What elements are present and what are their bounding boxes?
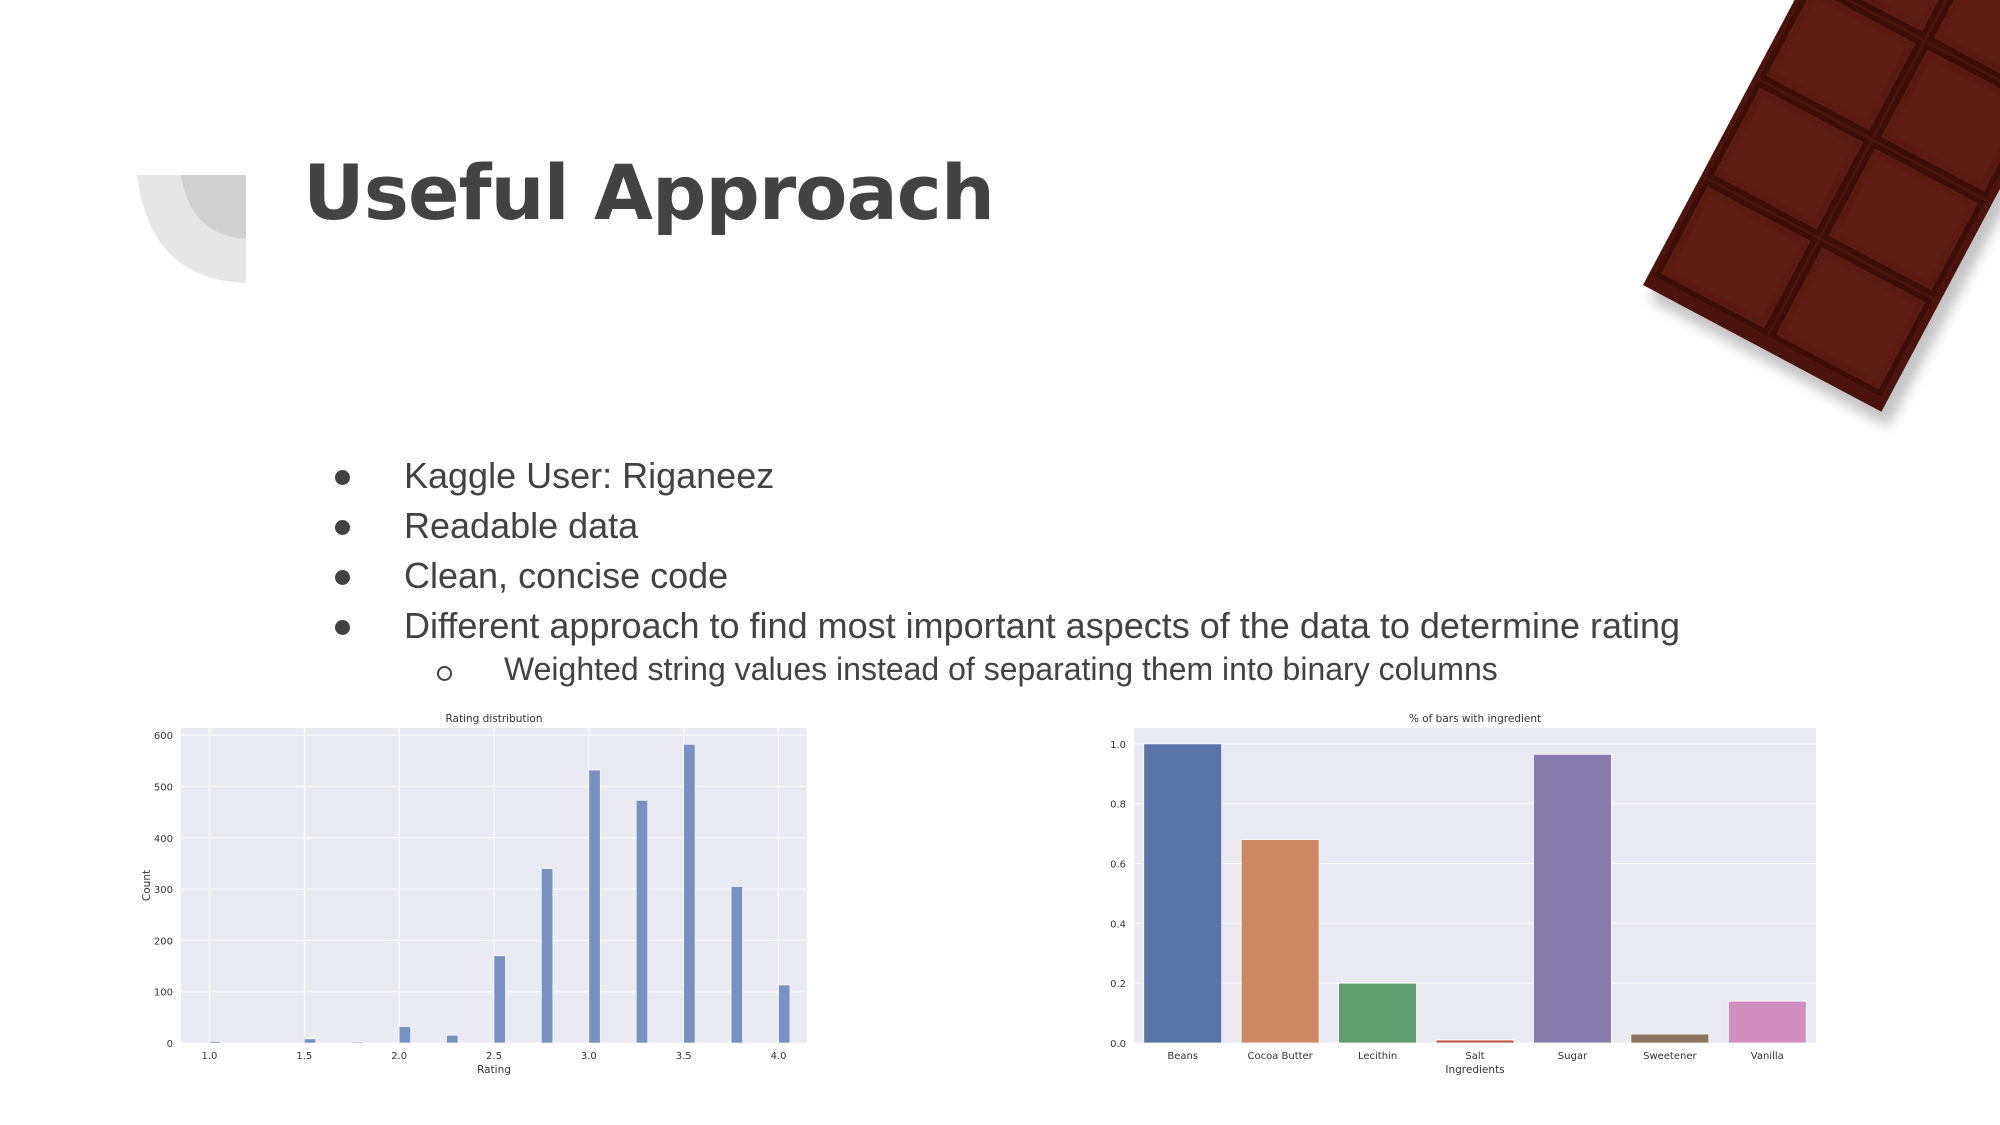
chocolate-square-top <box>1723 97 1854 220</box>
y-tick-label: 0.6 <box>1110 860 1126 871</box>
bullet-icon <box>335 620 350 635</box>
y-tick-label: 0.4 <box>1110 919 1126 930</box>
y-tick-label: 300 <box>154 885 173 896</box>
plot-area <box>1134 728 1816 1043</box>
chocolate-square-top <box>1776 0 1906 121</box>
ingredient-bar <box>1630 1033 1710 1044</box>
x-tick-label: Vanilla <box>1751 1051 1784 1062</box>
ingredient-bar <box>1435 1039 1515 1044</box>
ingredient-bar <box>1727 1000 1807 1044</box>
x-tick-label: Cocoa Butter <box>1247 1051 1313 1062</box>
x-tick-label: Beans <box>1167 1051 1198 1062</box>
histogram-bar <box>209 1041 222 1044</box>
histogram-bar <box>541 868 554 1044</box>
y-axis-label: Count <box>141 870 153 901</box>
bullet-icon <box>335 520 350 535</box>
histogram-bar <box>304 1038 316 1044</box>
y-tick-label: 400 <box>154 834 173 845</box>
ingredient-bar <box>1143 743 1223 1044</box>
y-tick-label: 0.0 <box>1110 1039 1126 1050</box>
x-tick-label: Lecithin <box>1358 1051 1397 1062</box>
y-tick-label: 0.2 <box>1110 979 1126 990</box>
chocolate-bar-image <box>1643 0 2000 427</box>
x-axis-label: Ingredients <box>1445 1064 1504 1076</box>
chocolate-square-top <box>1891 59 2000 182</box>
bullet-icon <box>335 570 350 585</box>
histogram-bar <box>588 769 601 1044</box>
y-tick-label: 500 <box>154 782 173 793</box>
y-tick-label: 0 <box>167 1039 173 1050</box>
histogram-bar <box>446 1035 459 1044</box>
chocolate-square <box>1926 0 2000 100</box>
histogram-bar <box>493 955 506 1044</box>
x-tick-label: 1.5 <box>296 1051 312 1062</box>
y-tick-label: 1.0 <box>1110 740 1126 751</box>
chocolate-square <box>1811 0 1976 39</box>
y-tick-label: 100 <box>154 988 173 999</box>
x-tick-label: 1.0 <box>202 1051 218 1062</box>
ingredient-bar <box>1533 753 1612 1044</box>
bullet-item: Kaggle User: Riganeez <box>404 455 775 496</box>
y-tick-label: 0.8 <box>1110 800 1126 811</box>
histogram-bar <box>635 800 648 1044</box>
x-tick-label: 3.5 <box>676 1051 692 1062</box>
histogram-bar <box>778 984 791 1044</box>
x-tick-label: Sugar <box>1558 1051 1588 1062</box>
bullet-item: Clean, concise code <box>404 555 729 596</box>
histogram-bar <box>730 886 743 1044</box>
x-tick-label: Sweetener <box>1643 1051 1697 1062</box>
ingredient-bar <box>1338 982 1417 1044</box>
corner-decoration-inner <box>181 175 246 239</box>
x-tick-label: 2.5 <box>486 1051 502 1062</box>
y-tick-label: 200 <box>154 936 173 947</box>
ingredient-bar <box>1240 839 1320 1044</box>
histogram-bar <box>683 744 696 1044</box>
sub-bullet-item: Weighted string values instead of separa… <box>504 651 1498 687</box>
slide-title: Useful Approach <box>303 148 995 237</box>
chart-title: % of bars with ingredient <box>1409 713 1541 725</box>
chocolate-square-top <box>1671 196 1801 319</box>
bullet-item: Different approach to find most importan… <box>404 605 1681 646</box>
x-tick-label: 3.0 <box>581 1051 597 1062</box>
bullet-item: Readable data <box>404 505 639 546</box>
chocolate-square-top <box>1838 158 1968 281</box>
bullet-icon <box>335 470 350 485</box>
chart-title: Rating distribution <box>445 713 542 725</box>
histogram-bar <box>351 1041 364 1044</box>
x-tick-label: 2.0 <box>391 1051 407 1062</box>
chocolate-square-top <box>1785 257 1916 380</box>
x-axis-label: Rating <box>477 1064 511 1076</box>
x-tick-label: 4.0 <box>771 1051 787 1062</box>
histogram-bar <box>398 1026 411 1044</box>
y-tick-label: 600 <box>154 731 173 742</box>
x-tick-label: Salt <box>1465 1051 1484 1062</box>
sub-bullet-icon <box>437 666 452 681</box>
